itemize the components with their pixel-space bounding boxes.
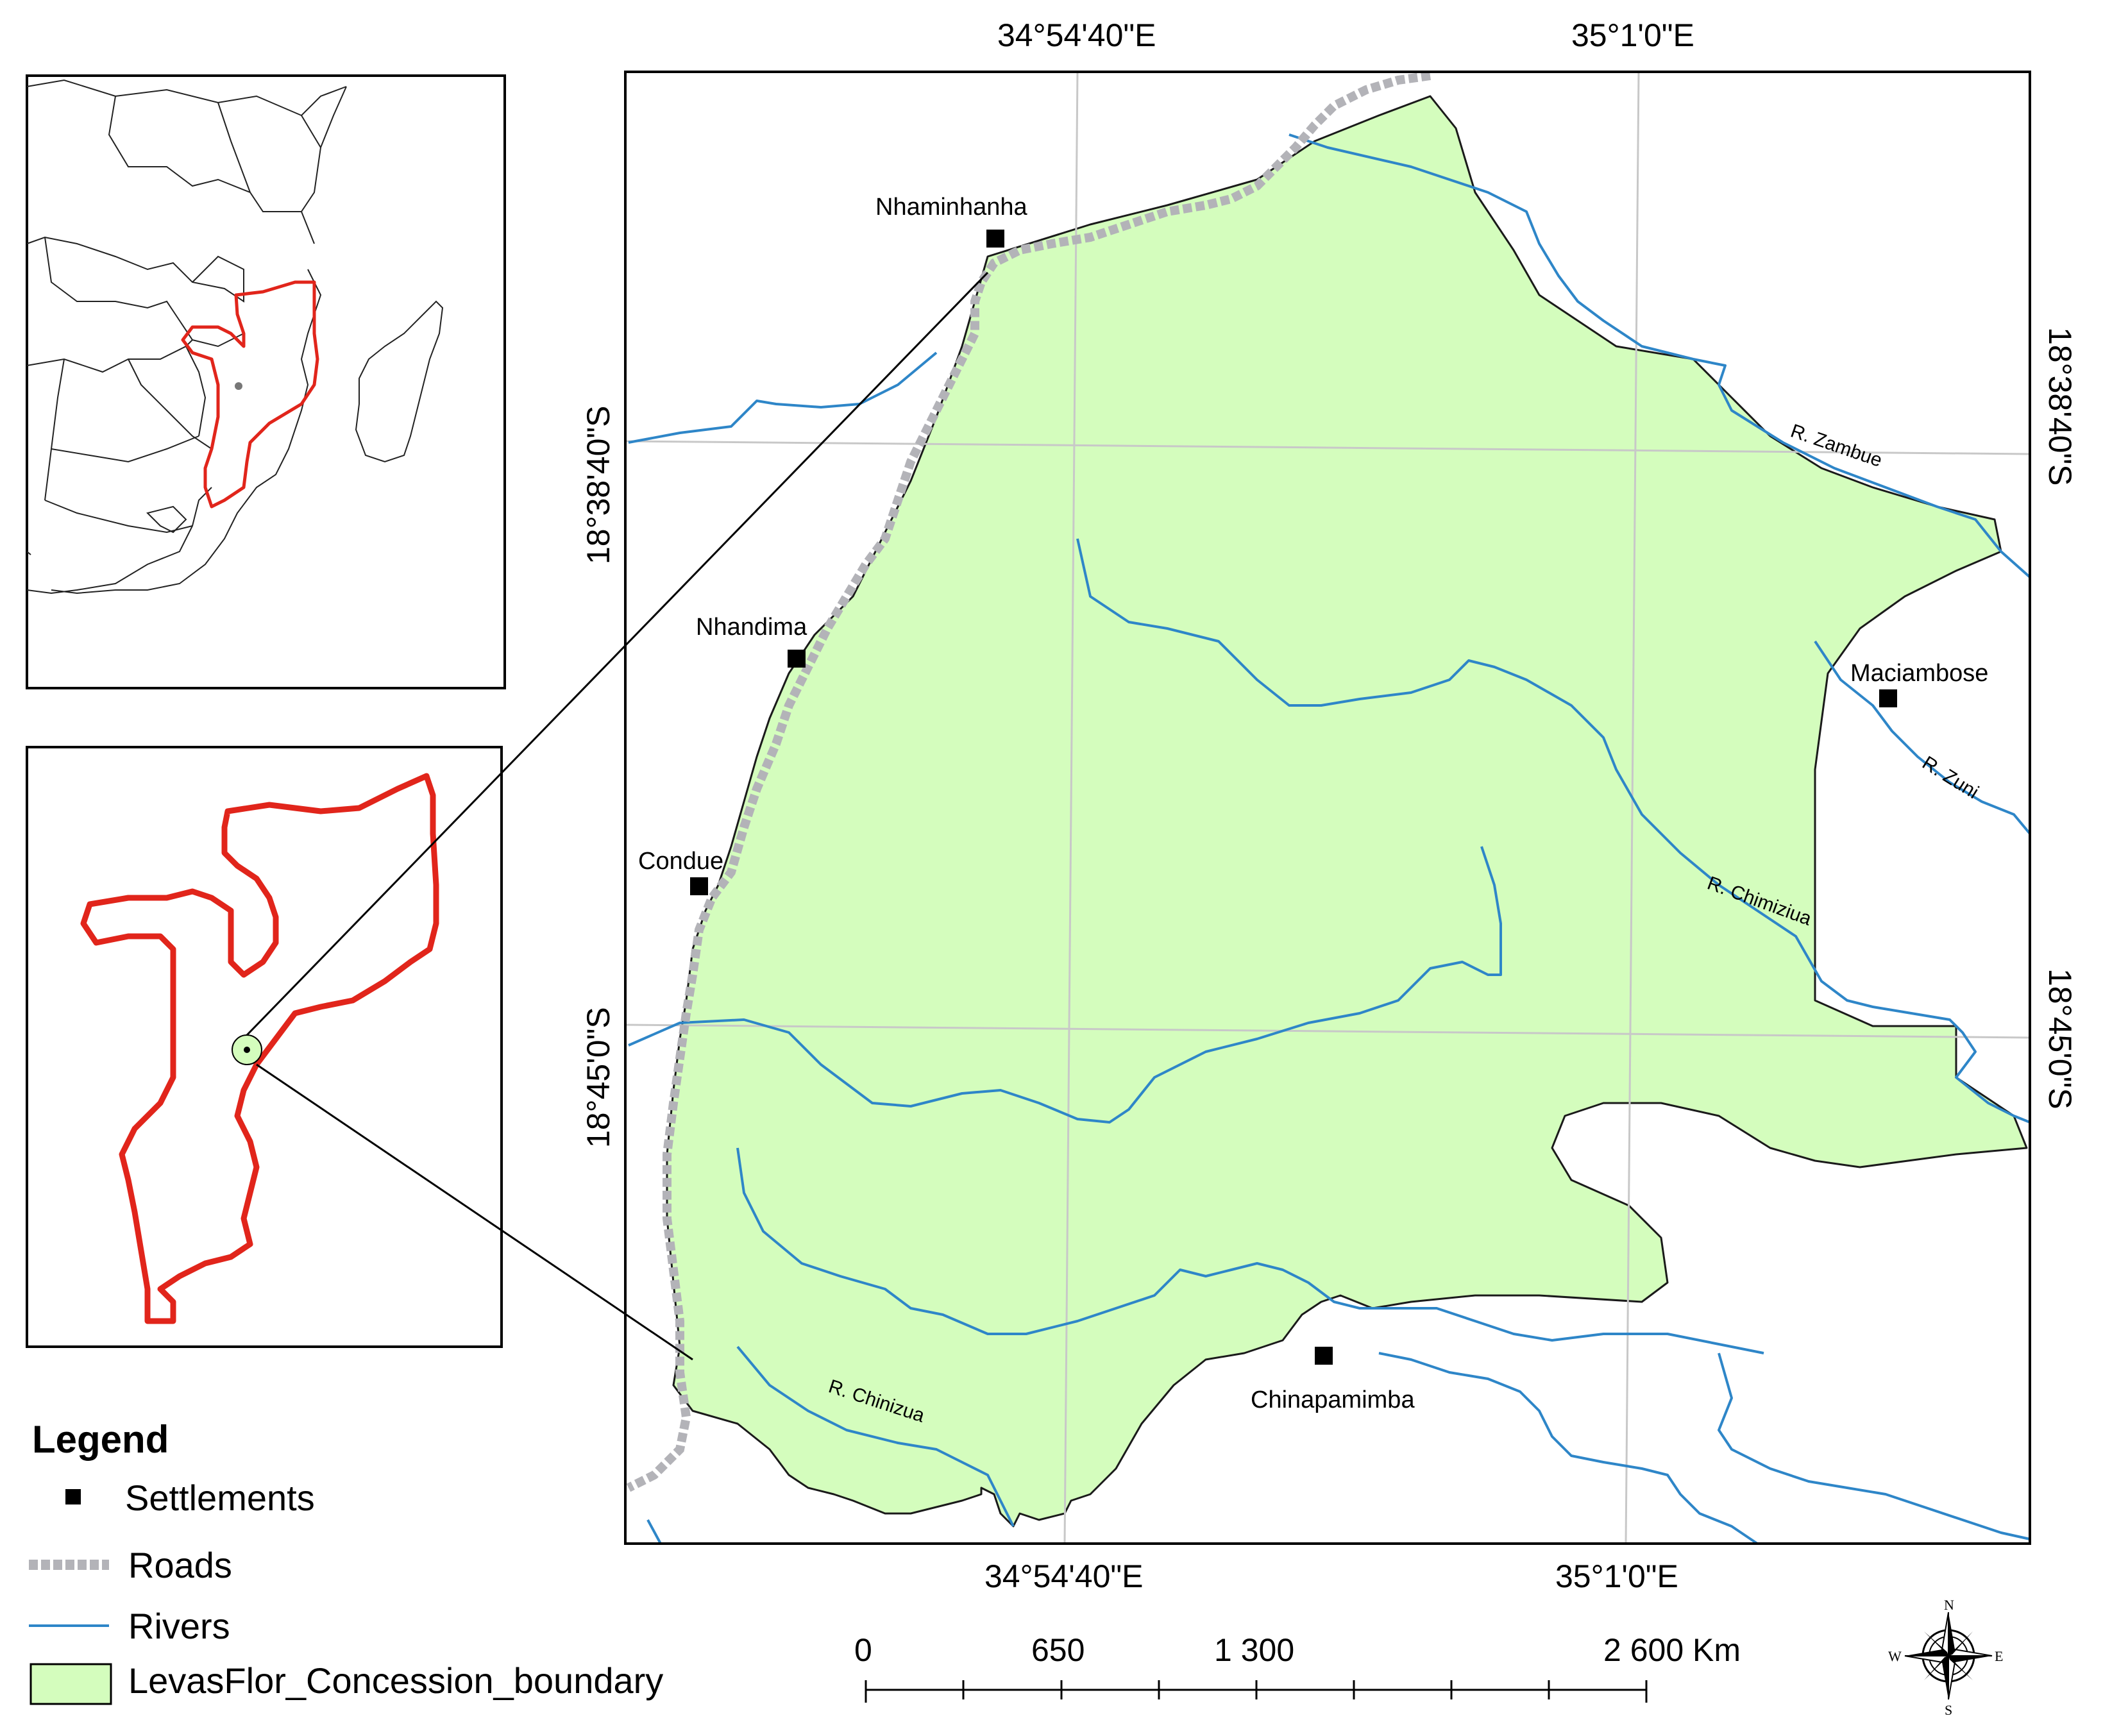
settlement-chinapamimba (1315, 1347, 1333, 1365)
label-chinapamimba: Chinapamimba (1251, 1386, 1415, 1413)
compass-e: E (1995, 1648, 2003, 1664)
compass-w: W (1888, 1648, 1902, 1664)
river-chimiziua (1076, 538, 2031, 1124)
coord-top-1: 34°54'40"E (997, 17, 1156, 53)
main-map: Nhaminhanha Nhandima Condue Maciambose C… (580, 17, 2078, 1594)
settlement-maciambose (1879, 689, 1897, 707)
legend-title: Legend (32, 1418, 169, 1461)
legend-label-concession: LevasFlor_Concession_boundary (128, 1660, 663, 1701)
coord-right-1: 18°38'40"S (2042, 327, 2078, 486)
legend-label-roads: Roads (128, 1545, 232, 1585)
scale-label-2600: 2 600 Km (1603, 1632, 1741, 1668)
inset-mozambique (26, 746, 503, 1348)
river-chinizua (736, 1345, 1015, 1527)
coord-left-1: 18°38'40"S (580, 406, 616, 565)
river-south (736, 1147, 1764, 1354)
label-nhaminhanha: Nhaminhanha (875, 194, 1027, 221)
scale-label-1300: 1 300 (1214, 1632, 1294, 1668)
road (626, 71, 1431, 1492)
river-south-east-b (1378, 1352, 1759, 1545)
settlement-condue (690, 877, 708, 895)
scale-bar: 0 650 1 300 2 600 Km (854, 1632, 1741, 1703)
legend-label-settlements: Settlements (125, 1478, 315, 1518)
legend: Legend Settlements Roads Rivers LevasFlo… (29, 1418, 663, 1705)
river-zuni (1814, 640, 2031, 835)
zoom-line-upper (246, 271, 989, 1036)
settlement-nhaminhanha (986, 230, 1004, 248)
river-zambue (1288, 133, 2031, 578)
river-central (628, 846, 1502, 1124)
coord-right-2: 18°45'0"S (2042, 968, 2078, 1109)
coord-bottom-1: 34°54'40"E (984, 1558, 1144, 1594)
river-south-west (646, 1519, 662, 1544)
legend-label-rivers: Rivers (128, 1606, 230, 1646)
label-condue: Condue (638, 848, 723, 875)
label-nhandima: Nhandima (696, 614, 807, 641)
mozambique-outline-small (181, 280, 319, 509)
coord-left-2: 18°45'0"S (580, 1007, 616, 1148)
compass-rose-icon: N S E W (1888, 1597, 2003, 1718)
legend-symbol-settlements (65, 1489, 81, 1504)
legend-symbol-concession (30, 1663, 112, 1705)
coord-top-2: 35°1'0"E (1571, 17, 1694, 53)
river-south-east-a (1718, 1353, 2031, 1540)
scale-label-650: 650 (1031, 1632, 1085, 1668)
compass-n: N (1944, 1597, 1954, 1613)
compass-s: S (1945, 1702, 1952, 1718)
zoom-line-lower (256, 1063, 693, 1361)
mozambique-outline (80, 773, 439, 1324)
label-maciambose: Maciambose (1850, 660, 1988, 687)
inset-southern-africa (26, 74, 506, 689)
coord-bottom-2: 35°1'0"E (1555, 1558, 1678, 1594)
scale-label-0: 0 (854, 1632, 872, 1668)
river-north-west (628, 351, 938, 444)
settlement-nhandima (788, 650, 806, 668)
